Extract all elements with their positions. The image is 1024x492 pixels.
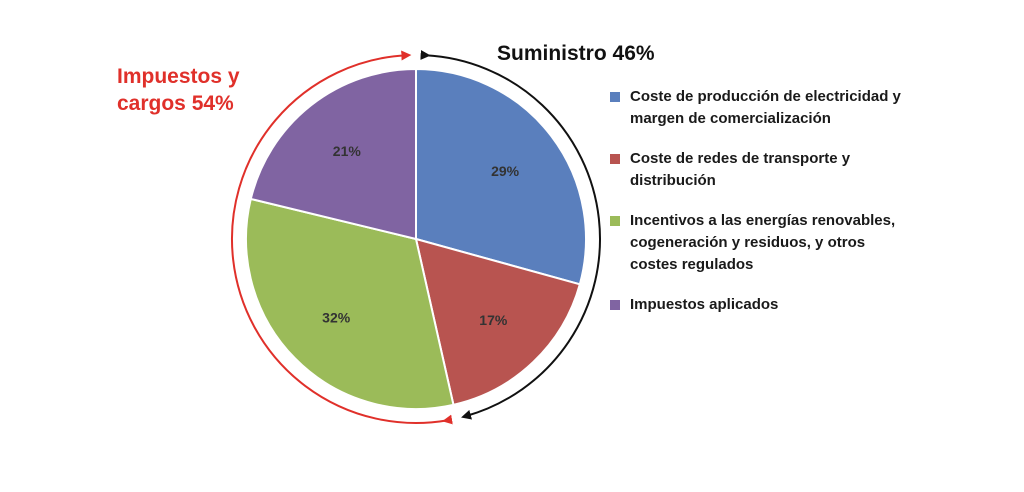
supply-annotation: Suministro 46% (497, 42, 655, 65)
taxes-charges-annotation: Impuestos y cargos 54% (117, 65, 240, 115)
legend-item: Coste de redes de transporte y distribuc… (610, 148, 910, 192)
slice-data-label: 32% (322, 310, 351, 326)
slice-data-label: 17% (479, 312, 508, 328)
legend-item: Coste de producción de electricidad y ma… (610, 86, 910, 130)
legend-label: Coste de producción de electricidad y ma… (630, 88, 901, 127)
legend: Coste de producción de electricidad y ma… (610, 86, 910, 334)
slice-data-label: 29% (491, 163, 520, 179)
legend-label: Coste de redes de transporte y distribuc… (630, 150, 851, 189)
legend-item: Impuestos aplicados (610, 294, 910, 316)
legend-swatch (610, 154, 620, 164)
pie-slice (249, 67, 417, 241)
legend-swatch (610, 216, 620, 226)
supply-bracket-arc (420, 49, 601, 420)
legend-swatch (610, 92, 620, 102)
slice-data-label: 21% (333, 143, 362, 159)
legend-label: Incentivos a las energías renovables, co… (630, 212, 896, 273)
legend-item: Incentivos a las energías renovables, co… (610, 210, 910, 276)
legend-swatch (610, 300, 620, 310)
taxes-bracket-arc (230, 50, 453, 425)
legend-label: Impuestos aplicados (630, 296, 779, 313)
